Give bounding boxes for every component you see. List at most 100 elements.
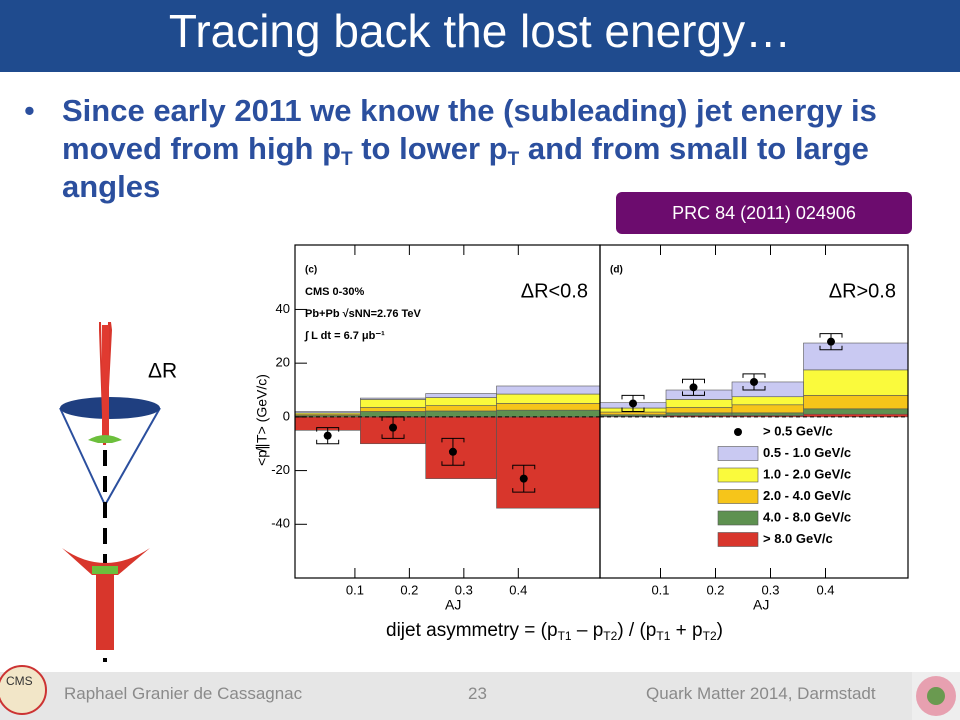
bar-segment: [496, 385, 601, 395]
bullet-part: T: [341, 149, 353, 170]
caption-part: + p: [670, 620, 703, 641]
bar-segment: [360, 407, 427, 412]
panel-title: ΔR<0.8: [521, 280, 588, 302]
annotation: ∫ L dt = 6.7 μb⁻¹: [304, 330, 385, 342]
data-point: [742, 373, 766, 391]
y-tick-label: 0: [283, 408, 290, 423]
legend-swatch: [717, 467, 759, 483]
data-point: [819, 333, 843, 351]
cms-logo: CMS: [0, 665, 47, 715]
error-cap: [441, 461, 465, 466]
jet-diagram: ΔR: [59, 322, 177, 662]
bar-segment: [496, 403, 601, 411]
legend-label: 2.0 - 4.0 GeV/c: [763, 488, 851, 503]
legend-swatch: [717, 510, 759, 526]
x-tick-label: 0.4: [816, 582, 834, 597]
data-point: [682, 378, 705, 396]
bar-segment: [425, 393, 497, 398]
bar-segment: [665, 389, 733, 400]
y-tick-label: 20: [276, 355, 290, 370]
bullet-part: to lower p: [352, 131, 508, 166]
legend-swatch: [717, 489, 759, 504]
legend-label: > 8.0 GeV/c: [763, 531, 833, 546]
data-point: [621, 394, 645, 412]
caption-part: T2: [702, 629, 717, 643]
error-cap: [682, 378, 705, 384]
bar-segment: [360, 411, 427, 418]
error-cap: [512, 488, 536, 493]
x-tick-label: 0.3: [455, 582, 473, 597]
point: [389, 423, 398, 432]
annotation: Pb+Pb √sNN=2.76 TeV: [305, 308, 422, 320]
reference-box: PRC 84 (2011) 024906: [616, 192, 912, 234]
footer-page: 23: [468, 684, 487, 703]
caption-part: – p: [571, 620, 604, 641]
caption: dijet asymmetry = (pT1 – pT2) / (pT1 + p…: [386, 620, 723, 642]
legend-label: 0.5 - 1.0 GeV/c: [763, 445, 851, 460]
caption-part: T2: [603, 629, 618, 643]
error-cap: [819, 333, 843, 338]
footer-bar: [0, 672, 960, 720]
bullet-part: and from small to large angles: [62, 131, 869, 204]
bar-segment: [496, 416, 601, 509]
bar-segment: [294, 411, 361, 414]
y-tick-label: -20: [271, 462, 290, 477]
bar-segment: [731, 396, 804, 406]
point: [448, 447, 457, 456]
x-tick-label: 0.3: [761, 582, 779, 597]
slide-title: Tracing back the lost energy…: [168, 5, 792, 57]
annotation: (c): [305, 265, 317, 276]
bar-segment: [665, 407, 733, 414]
annotation: CMS 0-30%: [305, 286, 365, 298]
bar-segment: [360, 397, 427, 400]
x-tick-label: 0.2: [400, 582, 418, 597]
bar-segment: [360, 399, 427, 408]
footer-author: Raphael Granier de Cassagnac: [64, 684, 303, 703]
panel-title: ΔR>0.8: [829, 280, 896, 302]
legend-point: [734, 428, 742, 436]
x-tick-label: 0.1: [346, 582, 364, 597]
error-cap: [316, 427, 340, 432]
y-tick-label: -40: [271, 516, 290, 531]
error-cap: [682, 391, 705, 396]
bar-segment: [496, 393, 601, 404]
bar-segment: [425, 416, 497, 479]
error-cap: [621, 394, 645, 400]
error-cap: [742, 373, 766, 378]
x-tick-label: 0.2: [706, 582, 724, 597]
svg-text:CMS: CMS: [6, 674, 33, 688]
bar-segment: [731, 412, 804, 416]
y-axis-label: <p̸∥T> (GeV/c): [254, 374, 270, 466]
error-cap: [742, 386, 766, 391]
bar-segment: [425, 397, 497, 406]
error-cap: [381, 434, 405, 439]
caption-part: T1: [557, 629, 572, 643]
point: [827, 337, 835, 346]
error-cap: [512, 464, 536, 470]
bullet-part: T: [507, 149, 520, 170]
caption-part: T1: [656, 629, 671, 643]
data-point: [512, 464, 536, 493]
bar-segment: [425, 405, 497, 412]
bullet-text: Since early 2011 we know the (subleading…: [62, 92, 932, 206]
error-cap: [316, 439, 340, 445]
x-axis-label: AJ: [445, 597, 461, 613]
bar-segment: [803, 342, 909, 371]
bar-segment: [425, 410, 497, 418]
bar-segment: [803, 408, 909, 415]
bullet-marker: •: [24, 93, 35, 128]
point: [323, 431, 332, 440]
error-cap: [621, 407, 645, 412]
caption-part: dijet asymmetry = (p: [386, 620, 558, 641]
legend-swatch: [717, 446, 759, 461]
legend-label: 4.0 - 8.0 GeV/c: [763, 509, 851, 524]
x-tick-label: 0.1: [651, 582, 669, 597]
error-cap: [441, 437, 465, 443]
legend-swatch: [717, 532, 759, 547]
y-tick-label: 40: [276, 301, 290, 316]
error-cap: [381, 416, 405, 421]
diagram-label: ΔR: [148, 360, 177, 383]
bar-segment: [803, 395, 909, 410]
point: [519, 474, 528, 483]
